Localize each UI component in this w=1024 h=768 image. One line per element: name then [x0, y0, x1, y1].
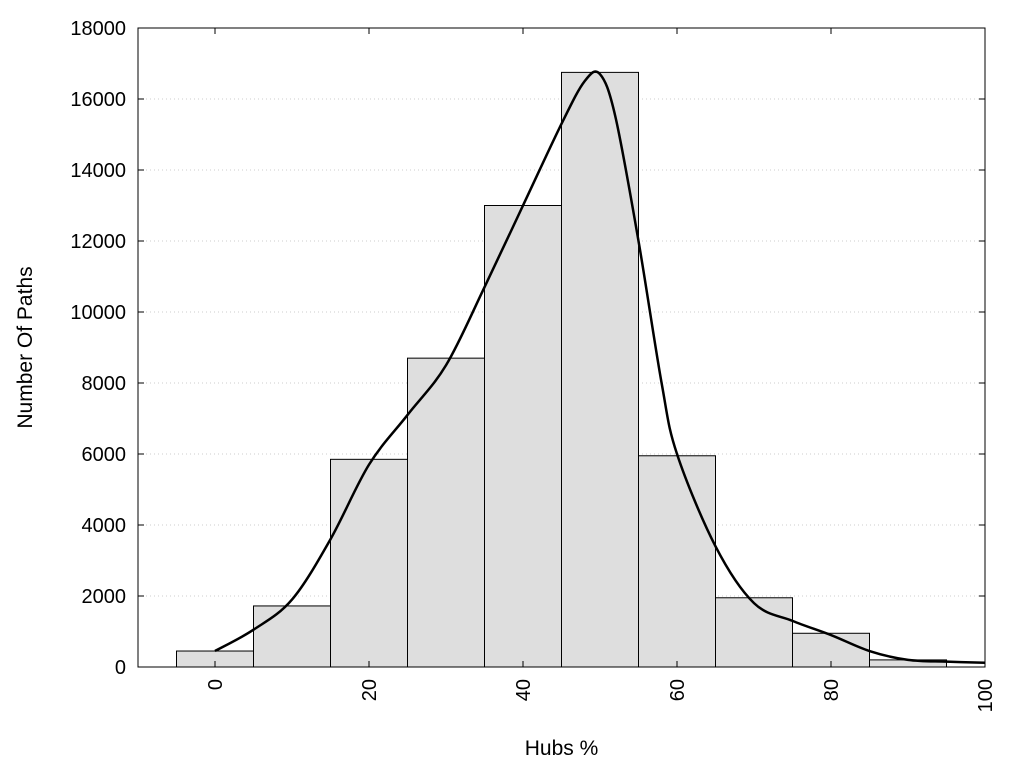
y-tick-label-4: 8000	[82, 373, 127, 395]
bar-1	[253, 605, 331, 668]
bar-2	[330, 458, 408, 668]
density-curve-layer	[214, 70, 986, 664]
y-tick-label-3: 6000	[82, 444, 127, 466]
y-tick-label-1: 2000	[82, 586, 127, 608]
y-tick-label-0: 0	[115, 657, 126, 679]
density-curve	[214, 70, 986, 664]
plot-frame	[137, 27, 986, 668]
x-axis: 0 20 40 60 80 100	[205, 28, 997, 712]
x-tick-label-3: 60	[667, 679, 689, 701]
y-axis-title: Number Of Paths	[14, 266, 37, 428]
bar-7	[715, 597, 793, 668]
bar-3	[407, 357, 485, 668]
x-tick-label-4: 80	[821, 679, 843, 701]
x-tick-label-0: 0	[205, 679, 227, 690]
y-tick-label-8: 16000	[70, 89, 126, 111]
bars	[176, 71, 947, 668]
x-tick-label-1: 20	[359, 679, 381, 701]
x-axis-title: Hubs %	[525, 737, 599, 760]
y-tick-label-6: 12000	[70, 231, 126, 253]
bar-4	[484, 205, 562, 668]
y-tick-label-7: 14000	[70, 160, 126, 182]
y-tick-label-5: 10000	[70, 302, 126, 324]
y-tick-label-2: 4000	[82, 515, 127, 537]
bar-5	[561, 71, 639, 668]
y-tick-label-9: 18000	[70, 18, 126, 40]
bar-6	[638, 455, 716, 668]
x-tick-label-2: 40	[513, 679, 535, 701]
y-axis: 0 2000 4000 6000 8000 10000 12000 14000 16000 180…	[70, 18, 985, 679]
x-tick-label-5: 100	[975, 679, 997, 712]
